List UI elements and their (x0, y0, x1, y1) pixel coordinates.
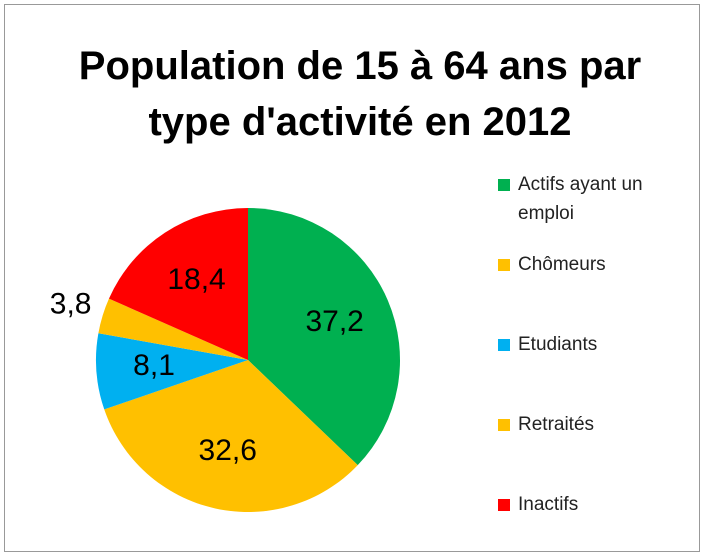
chart-title: Population de 15 à 64 ans par type d'act… (78, 44, 642, 144)
legend-item: Chômeurs (498, 250, 693, 279)
data-label: 32,6 (199, 434, 257, 467)
pie-slice (248, 208, 400, 466)
legend-label: Chômeurs (518, 254, 606, 275)
pie-slice (98, 298, 248, 360)
legend-item: Etudiants (498, 330, 693, 359)
pie-slice (95, 333, 248, 410)
data-label: 37,2 (305, 305, 363, 338)
legend-label: Actifs ayant un emploi (518, 174, 643, 224)
chart-border (4, 4, 700, 552)
legend-swatch (498, 499, 510, 511)
data-label: 18,4 (167, 263, 225, 296)
legend-item: Actifs ayant un emploi (498, 170, 693, 228)
legend-swatch (498, 259, 510, 271)
legend-item: Inactifs (498, 490, 693, 519)
legend-swatch (498, 179, 510, 191)
data-label: 8,1 (133, 349, 175, 382)
legend-label: Etudiants (518, 334, 598, 355)
legend-item: Retraités (498, 410, 693, 439)
pie-slice (108, 208, 248, 360)
legend-label: Retraités (518, 414, 595, 435)
legend-swatch (498, 419, 510, 431)
legend-swatch (498, 339, 510, 351)
legend-label: Inactifs (518, 494, 579, 515)
data-label: 3,8 (50, 288, 92, 321)
pie-slice (104, 360, 358, 512)
